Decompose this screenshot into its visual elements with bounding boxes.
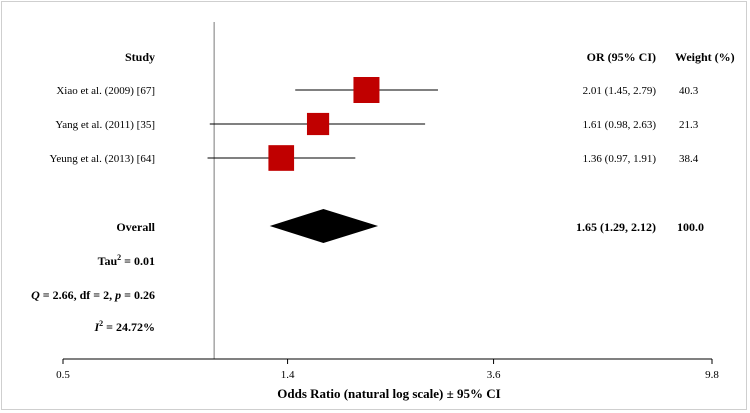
study-weight: 21.3 <box>679 119 699 131</box>
x-tick-label: 1.4 <box>281 369 295 381</box>
study-or-ci: 1.36 (0.97, 1.91) <box>583 153 657 165</box>
study-label: Xiao et al. (2009) [67] <box>56 85 155 97</box>
study-or-marker <box>353 77 380 103</box>
overall-label: Overall <box>116 220 155 234</box>
study-weight: 40.3 <box>679 85 699 97</box>
x-tick-label: 0.5 <box>56 369 70 381</box>
header-weight: Weight (%) <box>675 50 735 64</box>
header-study: Study <box>125 50 155 64</box>
overall-weight: 100.0 <box>677 220 704 234</box>
overall-or-ci: 1.65 (1.29, 2.12) <box>576 220 656 234</box>
study-or-marker <box>268 145 295 171</box>
study-label: Yang et al. (2011) [35] <box>55 119 155 131</box>
stat-tau2: Tau2 = 0.01 <box>98 253 155 268</box>
x-axis-title: Odds Ratio (natural log scale) ± 95% CI <box>277 386 500 401</box>
stat-q: Q = 2.66, df = 2, p = 0.26 <box>31 288 155 302</box>
x-tick-label: 9.8 <box>705 369 719 381</box>
study-or-marker <box>306 112 330 136</box>
x-tick-label: 3.6 <box>487 369 501 381</box>
study-or-ci: 2.01 (1.45, 2.79) <box>583 85 657 97</box>
header-or-ci: OR (95% CI) <box>587 50 656 64</box>
study-weight: 38.4 <box>679 153 699 165</box>
study-label: Yeung et al. (2013) [64] <box>49 153 155 165</box>
study-or-ci: 1.61 (0.98, 2.63) <box>583 119 657 131</box>
stat-i2: I2 = 24.72% <box>93 319 155 334</box>
overall-diamond <box>269 209 379 243</box>
